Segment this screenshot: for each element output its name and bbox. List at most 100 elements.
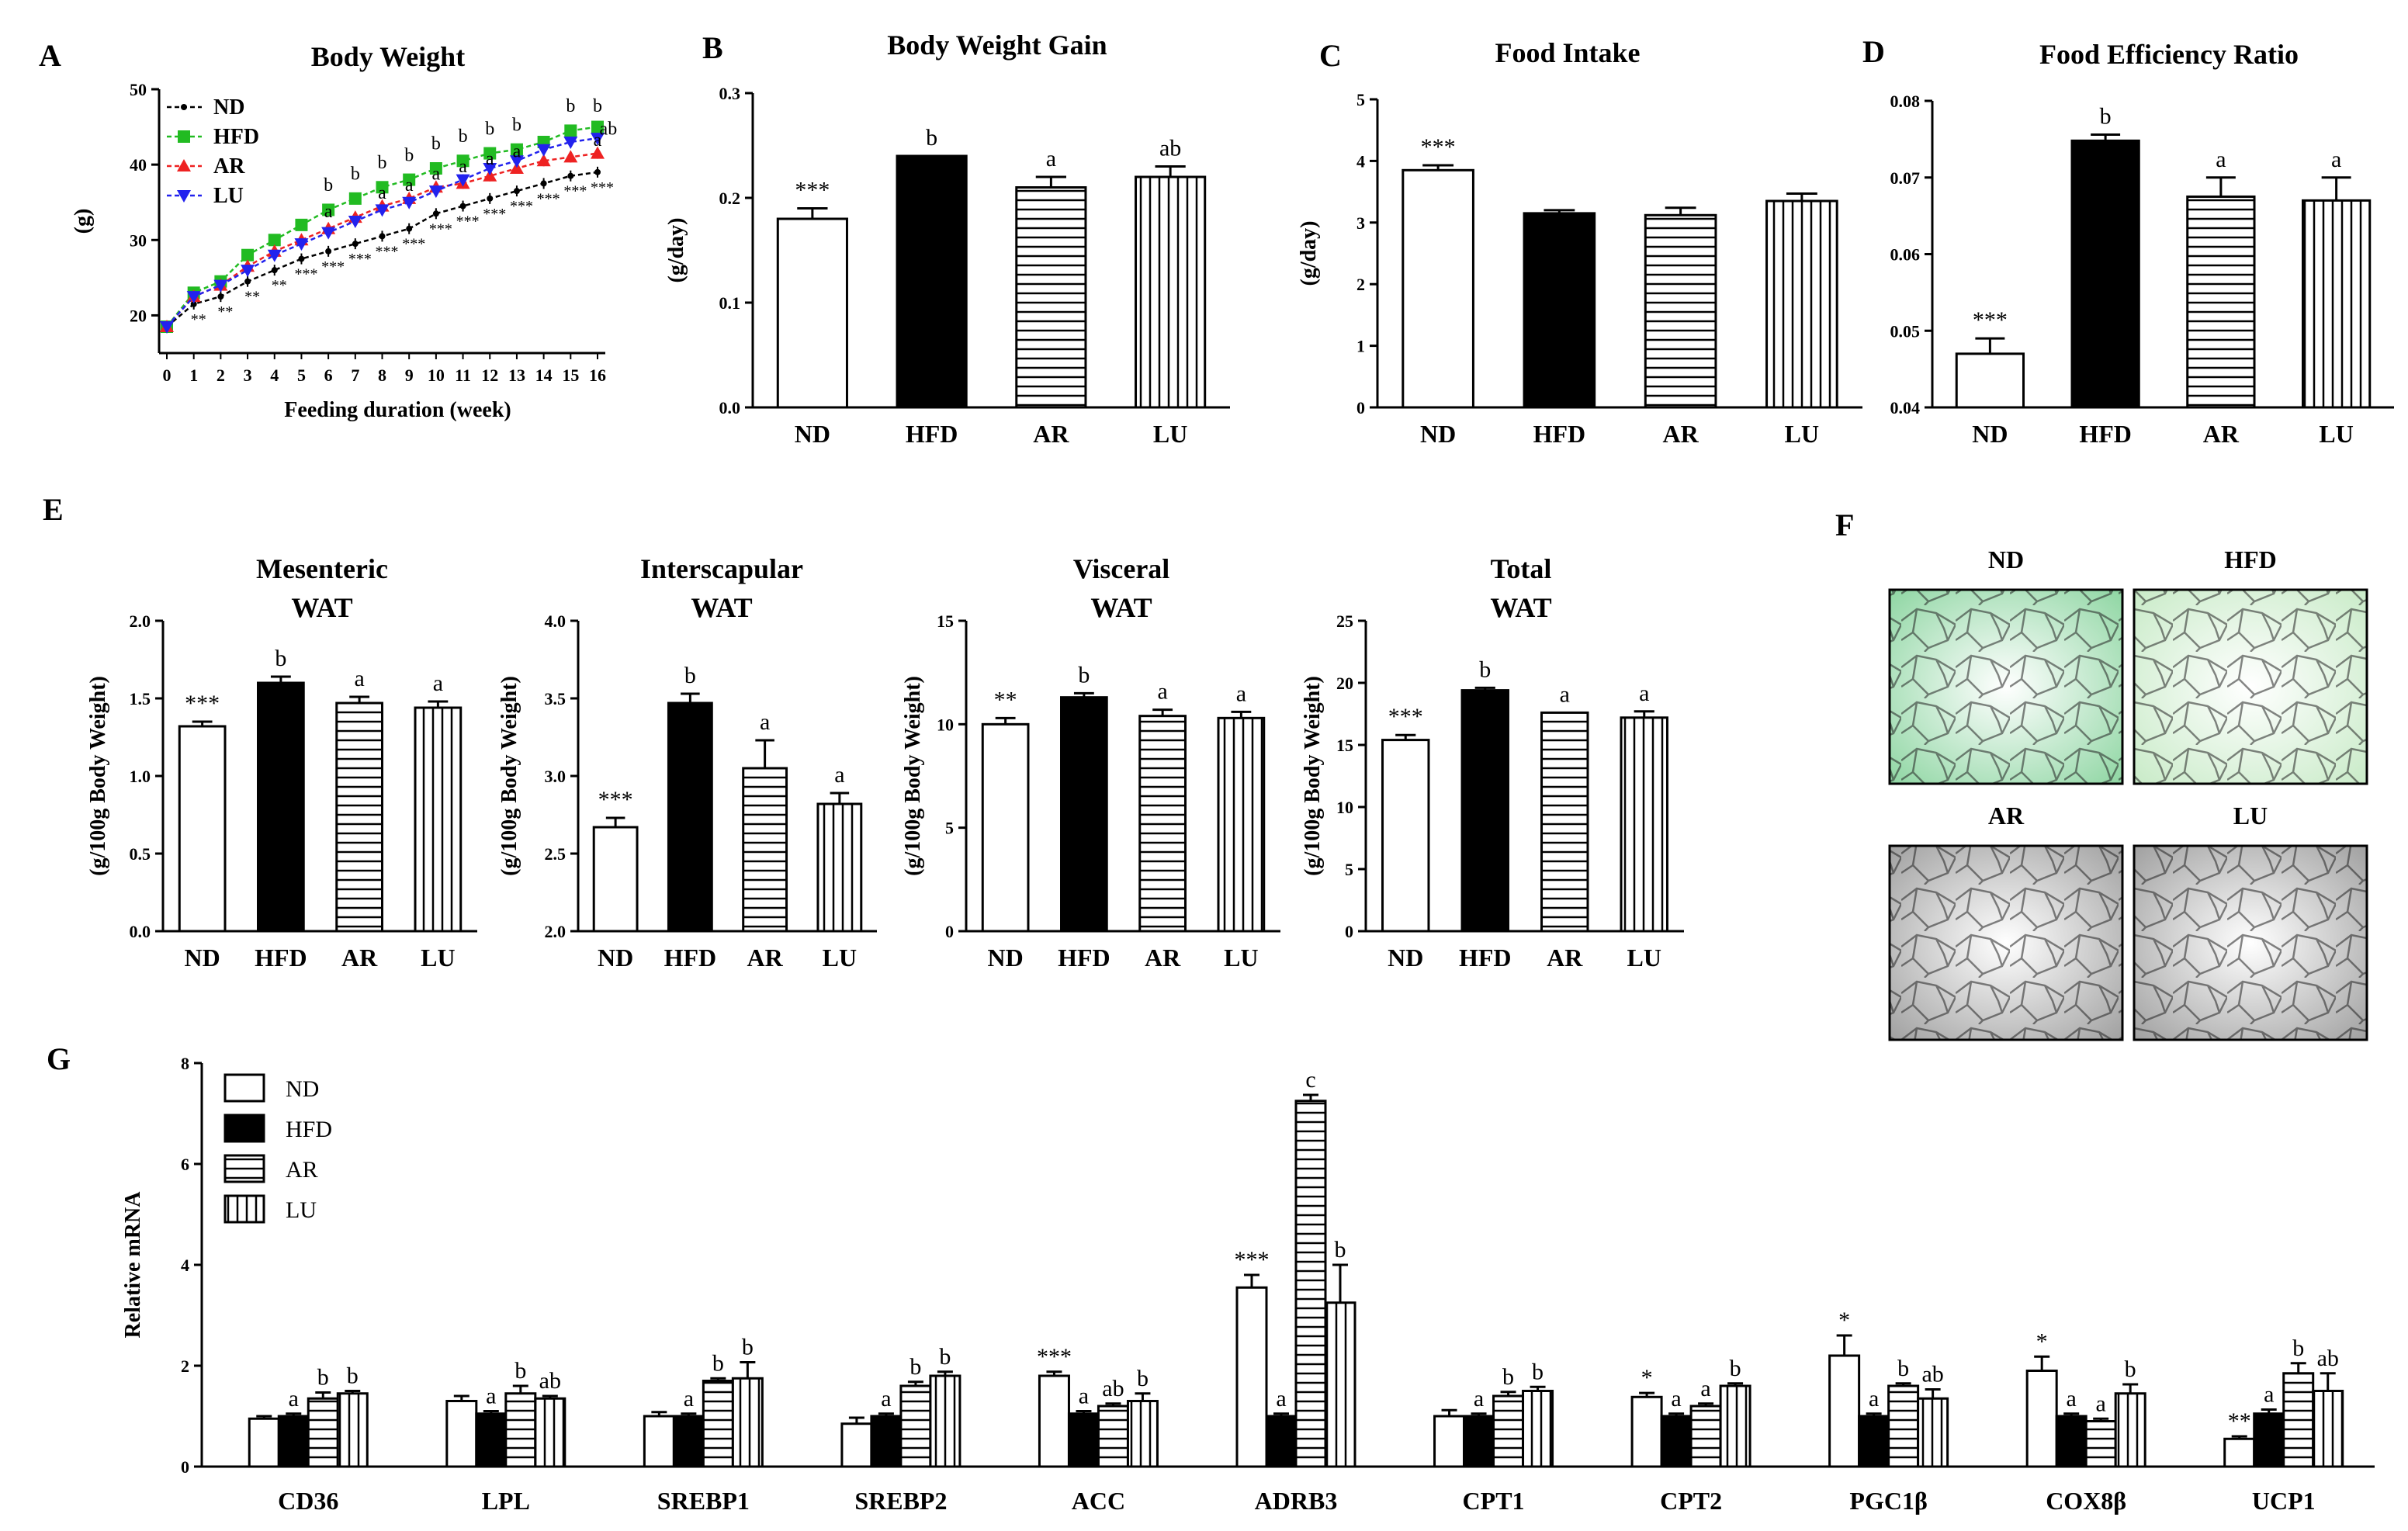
significance-E4-AR: a bbox=[1560, 681, 1570, 707]
x-axis-label-A: Feeding duration (week) bbox=[284, 398, 511, 422]
bar-G-AR-ADRB3 bbox=[1294, 1100, 1327, 1468]
legend-marker-LU bbox=[177, 190, 191, 203]
y-tick-label-B: 0.1 bbox=[719, 293, 741, 313]
x-tick-label-A: 12 bbox=[481, 365, 498, 385]
category-label-C: AR bbox=[1663, 420, 1699, 448]
point-HFD bbox=[376, 181, 389, 194]
y-tick-label-E1: 2.0 bbox=[130, 611, 151, 631]
significance-letter-A: b bbox=[404, 145, 414, 165]
bar-E2-LU bbox=[816, 802, 863, 933]
chart-title-B: Body Weight Gain bbox=[887, 29, 1107, 61]
nd-significance-star: *** bbox=[321, 258, 345, 275]
point-LU bbox=[591, 133, 605, 146]
y-tick-label-E3: 10 bbox=[937, 715, 954, 734]
panel-label-E1: E bbox=[43, 492, 64, 527]
point-ND bbox=[271, 267, 278, 274]
significance-G-AR: b bbox=[1897, 1356, 1909, 1381]
x-tick-label-A: 16 bbox=[589, 365, 606, 385]
y-tick-label-D: 0.04 bbox=[1890, 398, 1921, 417]
bar-G-ND-SREBP2 bbox=[840, 1422, 873, 1468]
significance-G-LU: ab bbox=[539, 1368, 561, 1394]
point-HFD bbox=[348, 192, 362, 205]
x-tick-label-A: 15 bbox=[562, 365, 579, 385]
y-tick-label-G: 0 bbox=[181, 1457, 189, 1477]
nd-significance-star: *** bbox=[376, 243, 399, 260]
category-label-E2: LU bbox=[823, 944, 857, 972]
bar-G-LU-ADRB3 bbox=[1324, 1301, 1356, 1468]
bar-G-ND-ADRB3 bbox=[1235, 1286, 1268, 1468]
nd-significance-star: ** bbox=[244, 289, 260, 306]
legend-swatch-AR bbox=[223, 1154, 265, 1183]
bar-B-LU bbox=[1135, 175, 1207, 409]
significance-E3-ND: ** bbox=[994, 687, 1017, 712]
bar-G-HFD-PGC1β bbox=[1858, 1415, 1890, 1468]
bar-G-HFD-COX8β bbox=[2055, 1415, 2088, 1468]
significance-E4-ND: *** bbox=[1388, 704, 1423, 729]
y-tick-label-E1: 1.5 bbox=[130, 689, 151, 708]
point-AR bbox=[536, 154, 551, 167]
significance-C-ND: *** bbox=[1421, 134, 1456, 160]
point-HFD bbox=[241, 248, 255, 262]
significance-G-HFD: a bbox=[289, 1386, 299, 1411]
bar-G-HFD-CPT2 bbox=[1660, 1415, 1693, 1468]
significance-G-LU: b bbox=[347, 1363, 359, 1389]
significance-E2-LU: a bbox=[834, 762, 844, 788]
bar-G-ND-PGC1β bbox=[1828, 1354, 1861, 1468]
y-tick-label-E4: 15 bbox=[1336, 736, 1353, 755]
y-tick-label-D: 0.07 bbox=[1890, 168, 1921, 188]
significance-letter-A: b bbox=[351, 165, 360, 185]
nd-significance-star: ** bbox=[217, 303, 233, 320]
y-tick-label-C: 1 bbox=[1356, 337, 1365, 356]
category-label-G: ADRB3 bbox=[1255, 1487, 1338, 1515]
significance-G-ND: ** bbox=[2228, 1408, 2251, 1434]
y-tick-label-C: 3 bbox=[1356, 213, 1365, 233]
bar-G-AR-CPT2 bbox=[1689, 1405, 1722, 1468]
category-label-G: COX8β bbox=[2046, 1487, 2126, 1515]
bar-E3-HFD bbox=[1060, 696, 1108, 933]
histology-label-LU: LU bbox=[2233, 802, 2268, 830]
y-axis-label-C: (g/day) bbox=[1297, 221, 1321, 286]
y-tick-label-E2: 2.5 bbox=[545, 844, 566, 864]
bar-G-AR-UCP1 bbox=[2282, 1372, 2315, 1468]
significance-letter-A: b bbox=[593, 96, 602, 116]
histology-frame-HFD bbox=[2133, 588, 2368, 785]
point-ND bbox=[325, 248, 332, 255]
significance-letter-A: a bbox=[378, 183, 386, 203]
bar-B-HFD bbox=[896, 154, 968, 409]
chart-title-E1-line2: WAT bbox=[291, 592, 352, 623]
bar-G-LU-CD36 bbox=[336, 1392, 369, 1468]
significance-E2-ND: *** bbox=[598, 787, 633, 812]
x-tick-label-A: 7 bbox=[351, 365, 359, 385]
significance-letter-A: a bbox=[405, 175, 414, 196]
chart-title-A: Body Weight bbox=[311, 41, 465, 72]
point-ND bbox=[190, 300, 197, 307]
bar-G-AR-ACC bbox=[1097, 1405, 1129, 1468]
category-label-B: AR bbox=[1033, 420, 1069, 448]
point-LU bbox=[536, 144, 551, 157]
bar-B-ND bbox=[776, 217, 848, 409]
point-LU bbox=[294, 238, 309, 251]
significance-G-LU: b bbox=[1335, 1237, 1346, 1263]
x-tick-label-A: 6 bbox=[324, 365, 333, 385]
category-label-G: CPT2 bbox=[1660, 1487, 1722, 1515]
histology-label-AR: AR bbox=[1988, 802, 2025, 830]
bar-D-ND bbox=[1955, 352, 2025, 409]
significance-G-AR: a bbox=[1700, 1376, 1710, 1401]
y-tick-label-G: 4 bbox=[181, 1256, 189, 1275]
legend-swatch-LU bbox=[223, 1194, 265, 1224]
point-ND bbox=[298, 255, 305, 262]
significance-G-LU: ab bbox=[2317, 1346, 2339, 1371]
point-ND bbox=[379, 233, 386, 240]
histology-cells-HFD bbox=[2134, 590, 2367, 784]
point-ND bbox=[567, 172, 574, 179]
y-tick-label-D: 0.05 bbox=[1890, 321, 1921, 341]
significance-G-AR: b bbox=[317, 1364, 329, 1390]
significance-G-LU: b bbox=[2125, 1356, 2136, 1382]
point-LU bbox=[563, 137, 578, 149]
category-label-E2: AR bbox=[747, 944, 784, 972]
category-label-E4: HFD bbox=[1459, 944, 1512, 972]
bar-G-AR-COX8β bbox=[2084, 1420, 2117, 1468]
